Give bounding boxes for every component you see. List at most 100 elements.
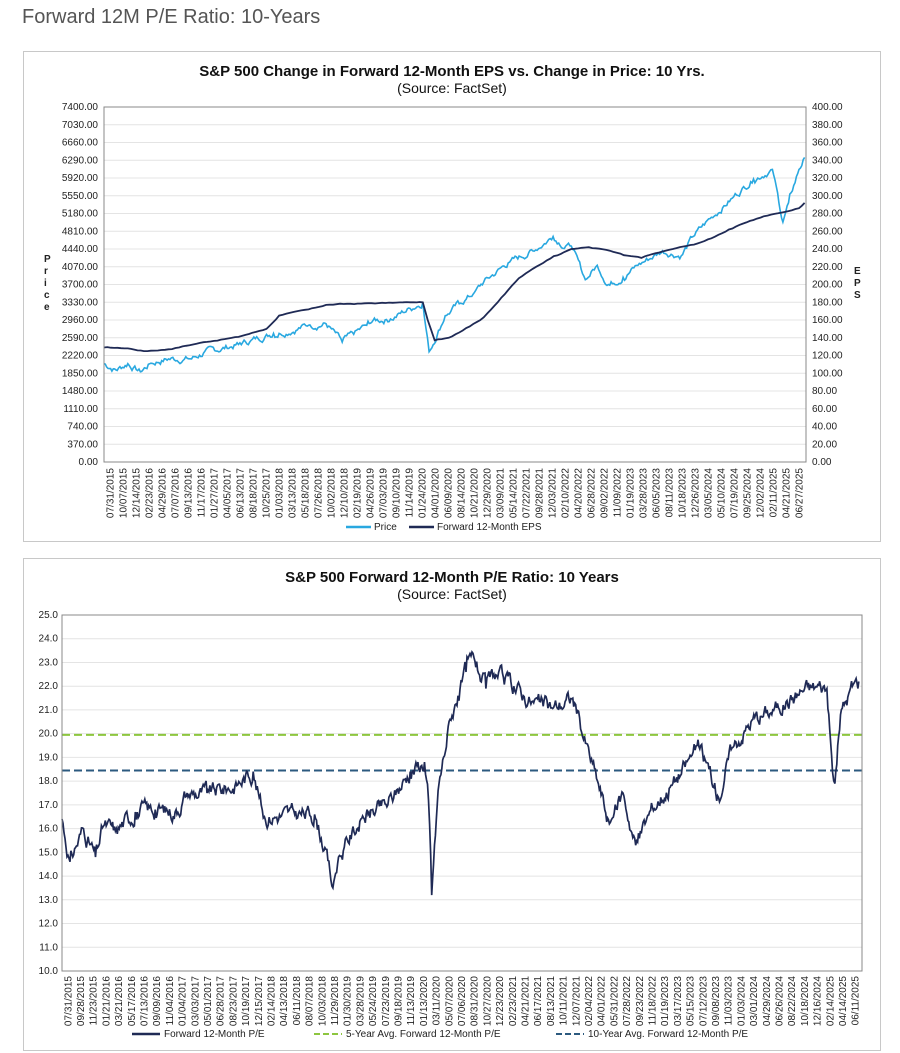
chart2-xtick: 03/11/2020 [432,976,443,1026]
chart1-xtick: 07/19/2024 [730,468,741,518]
chart1-ytick-left: 5550.00 [62,191,99,202]
chart2-xtick: 06/11/2018 [292,976,303,1026]
chart1-xtick: 12/03/2021 [548,468,559,518]
chart1-ytick-left: 1480.00 [62,386,99,397]
chart1-xtick: 09/28/2021 [535,468,546,518]
chart2-ytick: 24.0 [39,634,59,645]
chart2-xtick: 01/19/2023 [660,976,671,1026]
chart2-xtick: 01/21/2016 [101,976,112,1026]
chart2-xtick: 11/18/2022 [647,976,658,1026]
chart2-xtick: 11/23/2015 [89,976,100,1026]
chart1-xtick: 10/07/2015 [119,468,130,518]
chart1-ytick-right: 260.00 [812,226,843,237]
chart2-xtick: 02/04/2022 [584,976,595,1026]
chart1-xtick: 01/19/2023 [626,468,637,518]
chart1-xtick: 07/31/2015 [106,468,117,518]
chart1-ytick-right: 80.00 [812,386,837,397]
chart1-ytick-right: 300.00 [812,191,843,202]
chart1-xtick: 07/07/2016 [171,468,182,518]
chart2-xtick: 08/22/2024 [787,976,798,1026]
chart2-ytick: 20.0 [39,729,59,740]
chart2-legend: Forward 12-Month P/E 5-Year Avg. Forward… [132,1029,748,1040]
chart2-xtick: 07/31/2015 [63,976,74,1026]
chart2-xtick: 05/31/2022 [609,976,620,1026]
eps-vs-price-chart: S&P 500 Change in Forward 12-Month EPS v… [44,63,861,533]
chart1-ytick-left: 5920.00 [62,173,99,184]
chart1-xtick: 09/10/2019 [392,468,403,518]
chart1-xtick: 07/03/2019 [379,468,390,518]
chart2-xtick: 05/07/2020 [444,976,455,1026]
chart1-xtick: 02/23/2016 [145,468,156,518]
chart1-xtick: 01/03/2018 [275,468,286,518]
chart2-xtick: 07/06/2020 [457,976,468,1026]
chart1-ytick-left: 7030.00 [62,120,99,131]
chart2-xtick: 07/13/2016 [140,976,151,1026]
chart1-ytick-left: 1850.00 [62,368,99,379]
chart1-ytick-left: 0.00 [79,457,99,468]
chart2-ytick: 18.0 [39,776,59,787]
chart1-ytick-left: 5180.00 [62,209,99,220]
chart1-xtick: 06/13/2017 [236,468,247,518]
chart1-xtick: 07/22/2021 [522,468,533,518]
chart2-xtick: 05/17/2016 [127,976,138,1026]
chart1-xtick: 04/29/2016 [158,468,169,518]
chart1-ytick-right: 340.00 [812,155,843,166]
chart1-xtick: 02/11/2025 [769,468,780,518]
chart1-xtick: 06/09/2020 [444,468,455,518]
chart2-ytick: 12.0 [39,919,59,930]
chart1-ytick-left: 1110.00 [63,404,98,415]
chart2-xtick: 03/28/2019 [355,976,366,1026]
chart1-ytick-left: 6290.00 [62,155,99,166]
chart1-ytick-right: 240.00 [812,244,843,255]
chart2-xtick: 12/23/2020 [495,976,506,1026]
chart1-xtick: 11/09/2022 [613,468,624,518]
chart1-ytick-right: 0.00 [812,457,832,468]
chart1-xtick: 10/18/2023 [678,468,689,518]
chart1-ytick-right: 160.00 [812,315,843,326]
chart1-xtick: 03/05/2024 [704,468,715,518]
chart2-xtick: 11/03/2023 [724,976,735,1026]
chart1-xtick: 04/05/2017 [223,468,234,518]
chart2-xtick: 02/23/2021 [508,976,519,1026]
chart1-xtick: 03/09/2021 [496,468,507,518]
chart1-ytick-right: 200.00 [812,280,843,291]
chart1-xtick: 04/26/2019 [366,468,377,518]
page-heading: Forward 12M P/E Ratio: 10-Years [22,6,321,28]
chart2-xtick: 09/08/2023 [711,976,722,1026]
chart2-title: S&P 500 Forward 12-Month P/E Ratio: 10 Y… [285,569,619,586]
legend-label-5yr-avg: 5-Year Avg. Forward 12-Month P/E [346,1029,501,1040]
chart2-ytick: 13.0 [39,895,59,906]
chart1-ytick-left: 740.00 [67,422,98,433]
chart2-xtick: 12/16/2024 [813,976,824,1026]
chart2-ytick: 17.0 [39,800,59,811]
chart1-title: S&P 500 Change in Forward 12-Month EPS v… [199,63,704,80]
chart1-xtick: 03/13/2018 [288,468,299,518]
chart1-xtick: 10/25/2017 [262,468,273,518]
chart1-ytick-right: 60.00 [812,404,837,415]
chart1-xtick: 12/14/2015 [132,468,143,518]
chart2-subtitle: (Source: FactSet) [397,586,507,602]
chart2-xtick: 08/31/2020 [470,976,481,1026]
chart2-xtick: 08/13/2021 [546,976,557,1026]
chart1-ytick-left: 2590.00 [62,333,99,344]
chart1-xtick: 09/25/2024 [743,468,754,518]
chart1-xtick: 05/18/2018 [301,468,312,518]
chart-panel-eps-vs-price: S&P 500 Change in Forward 12-Month EPS v… [23,51,881,542]
chart2-xtick: 01/04/2017 [178,976,189,1026]
chart2-xtick: 02/14/2018 [267,976,278,1026]
chart1-xtick: 05/10/2024 [717,468,728,518]
chart1-ytick-right: 140.00 [812,333,843,344]
chart1-ytick-right: 220.00 [812,262,843,273]
chart1-ytick-left: 370.00 [67,439,98,450]
chart1-series-eps [103,202,806,352]
chart1-xtick: 06/28/2022 [587,468,598,518]
chart1-xtick: 12/02/2024 [756,468,767,518]
chart1-ytick-right: 380.00 [812,120,843,131]
pe-ratio-chart: S&P 500 Forward 12-Month P/E Ratio: 10 Y… [39,569,863,1040]
chart1-xtick: 08/14/2020 [457,468,468,518]
chart2-xtick: 12/15/2017 [254,976,265,1026]
legend-label-10yr-avg: 10-Year Avg. Forward 12-Month P/E [588,1029,748,1040]
chart2-xtick: 10/11/2021 [559,976,570,1026]
chart2-xtick: 07/12/2023 [698,976,709,1026]
legend-label-pe: Forward 12-Month P/E [164,1029,265,1040]
